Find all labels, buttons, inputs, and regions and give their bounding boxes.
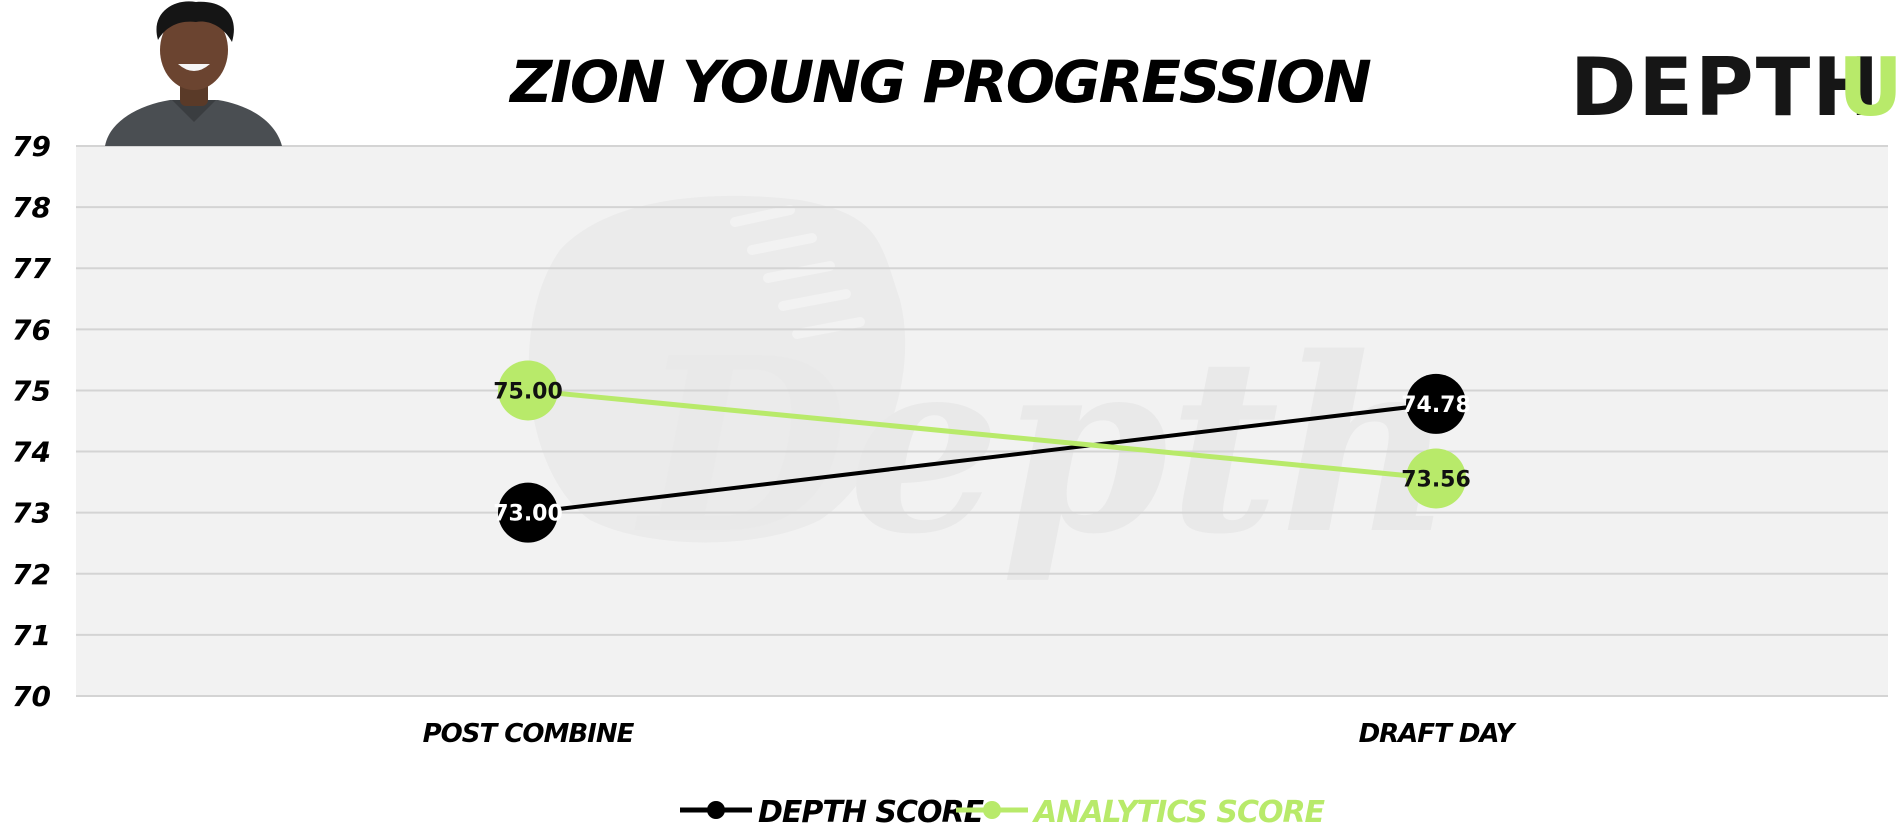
series-line-depth-score	[526, 401, 1438, 515]
y-axis-ticks: 70 71 72 73 74 75 76 77 78 79	[12, 130, 51, 713]
data-point-analytics-score	[498, 360, 558, 421]
logo-text: DEPTH	[1570, 41, 1881, 134]
watermark-football-shape	[528, 195, 906, 543]
data-point-analytics-score	[1406, 448, 1466, 509]
player-face	[160, 10, 228, 90]
y-tick-label: 72	[12, 558, 51, 591]
y-tick-label: 79	[12, 130, 51, 163]
x-tick-label: DRAFT DAY	[1359, 719, 1518, 749]
legend-label-analytics-score: ANALYTICS SCORE	[1032, 795, 1326, 830]
y-tick-label: 70	[12, 680, 51, 713]
legend-item-analytics-score: ANALYTICS SCORE	[956, 795, 1327, 830]
watermark-text: Depth	[634, 305, 1454, 587]
data-label-depth-score: 73.00	[493, 502, 563, 527]
player-smile	[178, 64, 210, 71]
logo-accent: U	[1838, 41, 1898, 134]
data-label-analytics-score: 73.56	[1401, 467, 1471, 492]
x-tick-label: POST COMBINE	[423, 719, 635, 749]
y-tick-label: 71	[12, 619, 51, 652]
legend-swatch-dot-depth	[707, 801, 725, 819]
gridlines	[76, 145, 1888, 697]
series-layer: 73.00 74.78 75.00 73.56	[493, 360, 1471, 543]
chart-legend: DEPTH SCORE ANALYTICS SCORE	[680, 795, 1327, 830]
data-point-depth-score	[1406, 373, 1466, 434]
legend-label-depth-score: DEPTH SCORE	[758, 795, 985, 830]
player-hair	[156, 1, 234, 42]
legend-swatch-dot-analytics	[983, 801, 1001, 819]
y-tick-label: 75	[12, 374, 51, 407]
x-axis-ticks: POST COMBINE DRAFT DAY	[423, 719, 1519, 749]
y-tick-label: 77	[12, 252, 51, 285]
watermark-laces	[730, 205, 865, 339]
y-tick-label: 76	[12, 313, 51, 346]
series-line-analytics-score	[525, 387, 1439, 481]
data-label-depth-score: 74.78	[1401, 393, 1471, 418]
y-tick-label: 74	[12, 436, 51, 469]
depthu-logo: DEPTH U	[1570, 41, 1898, 134]
legend-item-depth-score: DEPTH SCORE	[680, 795, 986, 830]
depth-watermark-logo: Depth	[528, 195, 1454, 587]
y-tick-label: 78	[12, 191, 51, 224]
data-point-depth-score	[498, 482, 558, 543]
player-photo	[105, 1, 282, 146]
chart-title: ZION YOUNG PROGRESSION	[508, 48, 1371, 116]
player-shirt	[105, 100, 282, 146]
player-collar	[172, 100, 216, 122]
data-label-analytics-score: 75.00	[493, 379, 563, 404]
y-tick-label: 73	[12, 497, 51, 530]
plot-area	[76, 146, 1888, 696]
